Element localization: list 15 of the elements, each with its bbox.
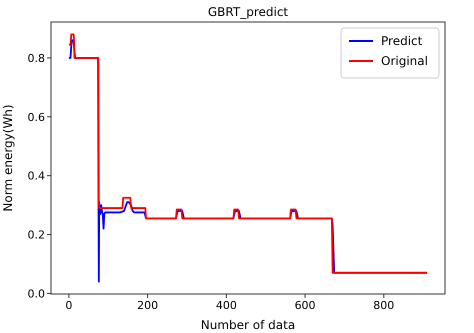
- legend-label: Predict: [381, 34, 423, 48]
- y-tick-label: 0.2: [28, 228, 45, 242]
- x-tick-label: 800: [373, 299, 394, 312]
- x-tick-label: 400: [216, 299, 237, 312]
- y-tick-label: 0.4: [28, 170, 45, 183]
- x-tick-label: 600: [294, 299, 316, 312]
- legend-label: Original: [381, 54, 428, 68]
- y-tick-label: 0.6: [28, 110, 45, 124]
- x-tick-label: 0: [65, 299, 72, 312]
- y-axis-title: Norm energy(Wh): [1, 104, 15, 212]
- x-tick-label: 200: [137, 299, 158, 312]
- x-axis-title: Number of data: [200, 318, 296, 332]
- y-tick-label: 0.0: [28, 287, 45, 300]
- y-tick-label: 0.8: [28, 52, 45, 65]
- chart-title: GBRT_predict: [208, 5, 288, 19]
